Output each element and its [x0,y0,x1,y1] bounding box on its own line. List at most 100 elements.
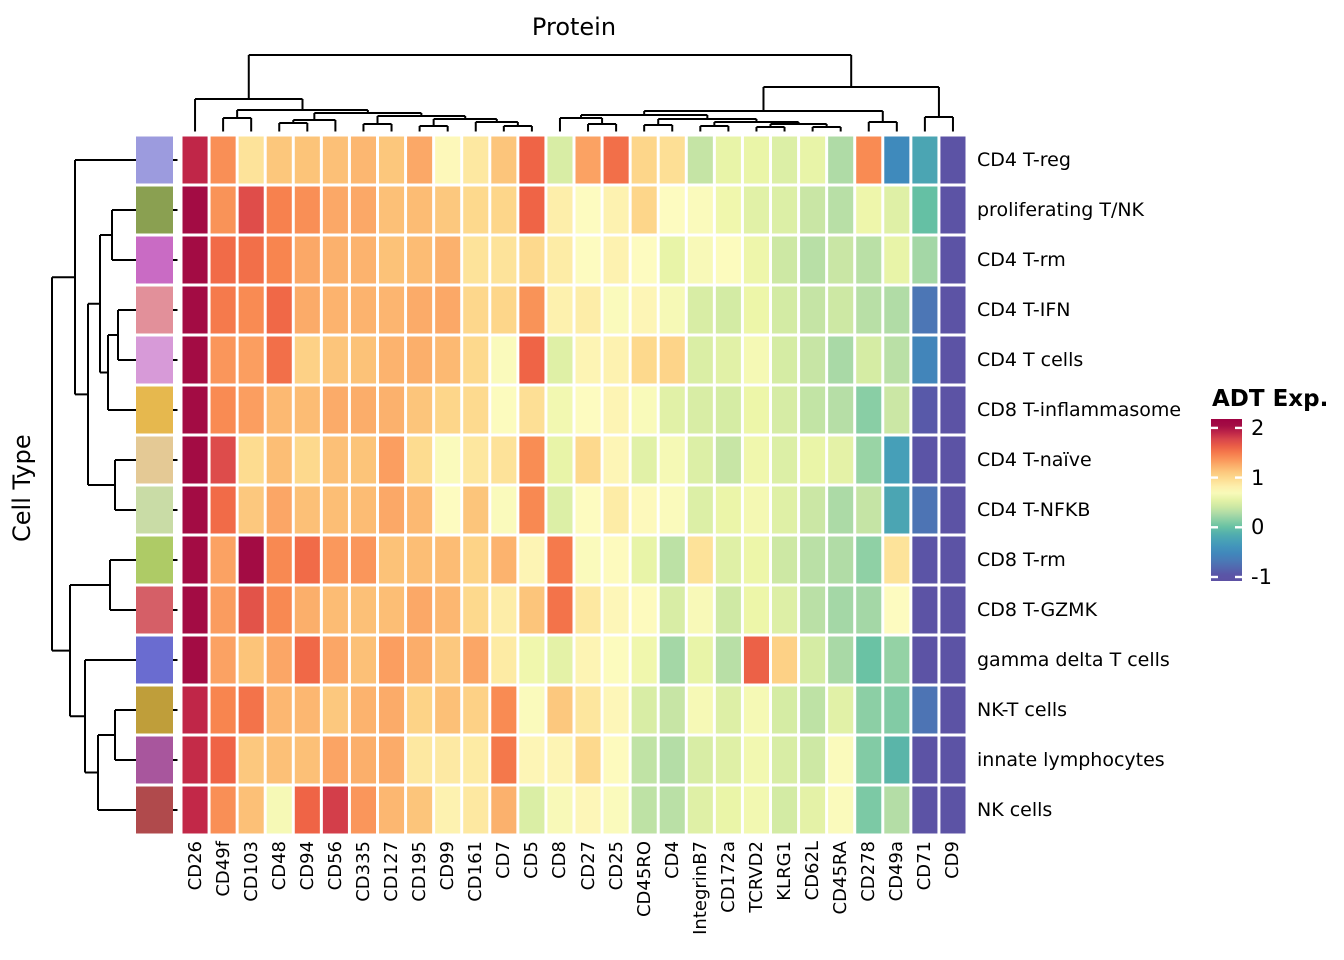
heatmap-cell [266,186,292,234]
heatmap-cell [715,486,741,534]
heatmap-cell [182,136,208,184]
heatmap-cell [435,436,461,484]
heatmap-cell [659,636,685,684]
row-annotation-swatch [136,686,173,734]
heatmap-cell [210,736,236,784]
heatmap-cell [772,686,798,734]
heatmap-cell [575,236,601,284]
heatmap-cell [743,286,769,334]
heatmap-cell [603,336,629,384]
heatmap-cell [715,436,741,484]
heatmap-cell [828,136,854,184]
heatmap-cell [350,536,376,584]
col-label: CD161 [465,841,487,902]
heatmap-cell [182,536,208,584]
heatmap-cell [210,186,236,234]
col-label: CD172a [717,841,739,913]
heatmap-cell [884,486,910,534]
heatmap-cell [491,786,517,834]
row-label: CD4 T cells [977,349,1084,371]
legend-tick-mark [1211,476,1218,479]
heatmap-cell [743,736,769,784]
heatmap-cell [435,336,461,384]
heatmap-cell [659,486,685,534]
heatmap-cell [238,686,264,734]
heatmap-cell [828,736,854,784]
heatmap-cell [238,486,264,534]
heatmap-cell [491,186,517,234]
heatmap-cell [800,486,826,534]
heatmap-cell [407,436,433,484]
heatmap-cell [322,786,348,834]
heatmap-cell [294,336,320,384]
col-label: CD62L [802,841,824,901]
heatmap-cell [238,136,264,184]
heatmap-cell [435,686,461,734]
heatmap-cell [266,736,292,784]
heatmap-cell [491,686,517,734]
heatmap-cell [519,636,545,684]
heatmap-cell [603,286,629,334]
legend-tick-label: 1 [1251,465,1265,490]
heatmap-cell [350,136,376,184]
heatmap-cell [210,486,236,534]
heatmap-cell [603,386,629,434]
heatmap-cell [772,636,798,684]
heatmap-cell [743,536,769,584]
heatmap-cell [912,586,938,634]
heatmap-cell [631,336,657,384]
heatmap-cell [575,436,601,484]
heatmap-cell [350,636,376,684]
heatmap-cell [856,286,882,334]
heatmap-cell [828,336,854,384]
heatmap-cell [435,786,461,834]
heatmap-cell [631,236,657,284]
heatmap-cell [687,236,713,284]
legend-tick-mark [1235,575,1242,579]
row-annotation-swatch [136,486,173,534]
heatmap-cell [266,436,292,484]
heatmap-cell [631,486,657,534]
heatmap-cell [828,586,854,634]
row-annotation-swatch [136,236,173,284]
heatmap-cell [828,436,854,484]
heatmap-cell [828,486,854,534]
heatmap-cell [856,436,882,484]
column-dendrogram [194,54,954,132]
legend-colorbar [1211,419,1242,581]
heatmap-cell [322,386,348,434]
heatmap-cell [350,236,376,284]
heatmap-cell [575,786,601,834]
heatmap-cell [603,686,629,734]
heatmap-cell [856,586,882,634]
heatmap-cell [182,336,208,384]
col-label: CD49f [212,841,234,897]
heatmap-cell [856,486,882,534]
heatmap-cell [379,536,405,584]
heatmap-cell [294,686,320,734]
heatmap-cell [294,736,320,784]
heatmap-cell [294,286,320,334]
row-annotation-swatch [136,186,173,234]
heatmap-cell [547,486,573,534]
heatmap-cell [912,136,938,184]
col-label: IntegrinB7 [689,841,711,935]
heatmap-cell [435,586,461,634]
heatmap-cell [687,136,713,184]
heatmap-cell [743,436,769,484]
heatmap-cell [322,186,348,234]
heatmap-cell [659,186,685,234]
heatmap-cell [238,536,264,584]
heatmap-cell [519,736,545,784]
heatmap-cell [266,786,292,834]
heatmap-cell [266,486,292,534]
heatmap-cell [210,336,236,384]
heatmap-cell [659,336,685,384]
row-axis-title: Cell Type [8,434,36,542]
heatmap-cell [238,236,264,284]
heatmap-cell [687,186,713,234]
heatmap-cell [322,336,348,384]
heatmap-cell [491,636,517,684]
heatmap-cell [379,436,405,484]
heatmap-cell [772,736,798,784]
